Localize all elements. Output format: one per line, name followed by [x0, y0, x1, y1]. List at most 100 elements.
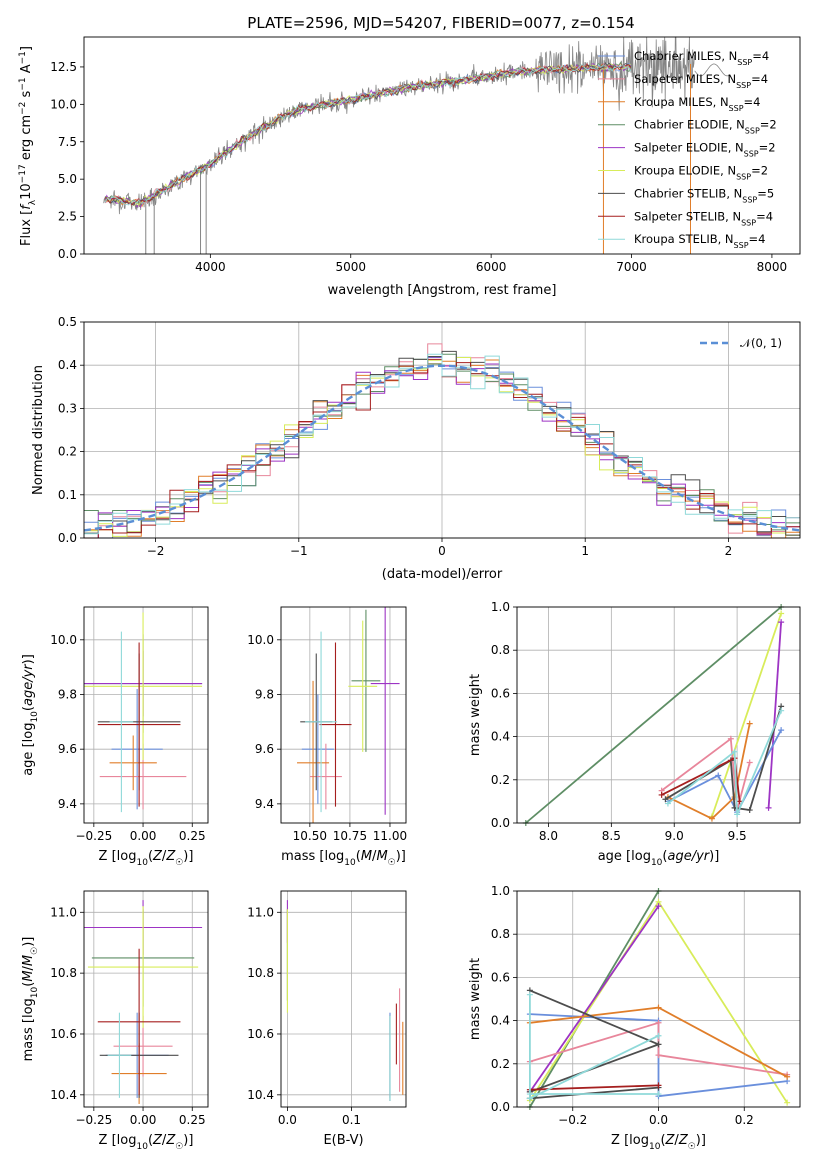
- weight-marker: [715, 772, 722, 779]
- axes-frame: [516, 606, 801, 824]
- x-tick-label: 10.50: [293, 829, 327, 843]
- weight-line-chabrier-elodie: [525, 606, 782, 824]
- y-axis-label: mass [log10(M/M☉)]: [21, 937, 40, 1062]
- weight-marker: [746, 807, 753, 814]
- x-tick-label: −0.25: [75, 829, 112, 843]
- legend-label: Salpeter MILES, NSSP=4: [634, 72, 768, 90]
- x-axis-label: wavelength [Angstrom, rest frame]: [328, 283, 557, 298]
- y-tick-label: 0.8: [491, 927, 510, 941]
- weight-marker: [658, 791, 665, 798]
- weight-marker: [655, 903, 662, 910]
- weight-marker: [655, 1041, 662, 1048]
- weight-marker: [778, 610, 785, 617]
- y-axis-label: mass weight: [468, 958, 483, 1040]
- panel-ebv-mass: 0.0 0.1 10.4 10.6 10.8 11.0 E(B-V): [247, 890, 407, 1148]
- x-tick-label: 0.25: [179, 829, 206, 843]
- panel-spectrum: 4000 5000 6000 7000 8000 0.0 2.5 5.0 7.5 10.0 12.5…: [18, 36, 801, 298]
- plot-area: [103, 36, 730, 254]
- axes-frame: [83, 606, 209, 824]
- x-tick-label: 0.0: [649, 1113, 668, 1127]
- y-tick-label: 0.0: [58, 531, 77, 545]
- weight-marker: [778, 619, 785, 626]
- x-tick-label: 11.00: [373, 829, 407, 843]
- plot-area: [84, 900, 203, 1104]
- panel-residuals: −2 −1 0 1 2 0.0 0.1 0.2 0.3 0.4 0.5 𝒩(0, 1) (data-mo…: [31, 315, 801, 582]
- plot-area: [522, 604, 785, 826]
- y-tick-label: 10.0: [247, 633, 274, 647]
- legend-label: Chabrier ELODIE, NSSP=2: [634, 118, 777, 136]
- y-tick-label: 0.4: [491, 730, 510, 744]
- x-tick-label: 6000: [476, 260, 507, 274]
- y-tick-label: 0.6: [491, 686, 510, 700]
- weight-line-kroupa-miles: [667, 723, 751, 820]
- weight-marker: [778, 727, 785, 734]
- x-tick-label: 1: [581, 544, 589, 558]
- weight-line-salpeter-elodie: [529, 905, 660, 1093]
- panel-mass-age: 10.50 10.75 11.00 9.4 9.6 9.8 10.0 mass [log10(…: [247, 606, 407, 868]
- y-axis-label: Normed distribution: [31, 365, 46, 495]
- x-axis-label: (data-model)/error: [382, 567, 503, 582]
- legend-label: Chabrier MILES, NSSP=4: [634, 49, 769, 67]
- axes-frame: [516, 890, 801, 1108]
- weight-line-kroupa-stelib: [667, 710, 782, 815]
- panel-age-weight: 8.0 8.5 9.0 9.5 0.0 0.2 0.4 0.6 0.8 1.0 age [log10…: [468, 600, 801, 868]
- x-tick-label: 9.5: [728, 829, 747, 843]
- y-tick-label: 0.4: [58, 358, 77, 372]
- x-tick-label: 2: [725, 544, 733, 558]
- legend-label: Kroupa ELODIE, NSSP=2: [634, 164, 768, 182]
- legend-label: Salpeter STELIB, NSSP=4: [634, 209, 773, 227]
- y-tick-label: 9.6: [255, 742, 274, 756]
- weight-marker: [664, 800, 671, 807]
- y-tick-label: 9.8: [58, 687, 77, 701]
- x-tick-label: 5000: [335, 260, 366, 274]
- weight-marker: [526, 1091, 533, 1098]
- y-tick-label: 0.0: [491, 1100, 510, 1114]
- x-axis-label: E(B-V): [323, 1133, 363, 1148]
- weight-marker: [662, 796, 669, 803]
- x-axis-label: age [log10(age/yr)]: [598, 849, 720, 868]
- weight-line-chabrier-miles: [667, 729, 782, 815]
- x-tick-label: −0.2: [558, 1113, 587, 1127]
- x-tick-label: 0.00: [130, 829, 157, 843]
- y-tick-label: 0.0: [491, 816, 510, 830]
- y-tick-label: 9.6: [58, 742, 77, 756]
- axes-frame: [83, 321, 801, 539]
- x-tick-label: −0.25: [75, 1113, 112, 1127]
- weight-marker: [655, 1091, 662, 1098]
- x-tick-label: 0.00: [130, 1113, 157, 1127]
- y-tick-label: 10.4: [247, 1088, 274, 1102]
- x-tick-label: 0.1: [342, 1113, 361, 1127]
- y-tick-label: 2.5: [58, 210, 77, 224]
- weight-line-salpeter-stelib: [529, 1084, 659, 1091]
- y-tick-label: 10.6: [247, 1027, 274, 1041]
- legend: Chabrier MILES, NSSP=4 Salpeter MILES, NS…: [598, 49, 777, 250]
- axes-frame: [280, 606, 407, 824]
- x-tick-label: 10.75: [333, 829, 367, 843]
- model-line-salpeter-stelib: [104, 62, 632, 206]
- x-tick-label: 0.25: [179, 1113, 206, 1127]
- y-tick-label: 10.8: [247, 966, 274, 980]
- weight-marker: [655, 1032, 662, 1039]
- y-tick-label: 0.5: [58, 315, 77, 329]
- plot-area: [83, 343, 801, 539]
- weight-marker: [734, 811, 741, 818]
- weight-marker: [746, 720, 753, 727]
- y-tick-label: 10.6: [50, 1027, 77, 1041]
- y-tick-label: 1.0: [491, 600, 510, 614]
- y-tick-label: 10.4: [50, 1088, 77, 1102]
- y-tick-label: 0.2: [491, 1057, 510, 1071]
- weight-marker: [526, 991, 533, 998]
- plot-area: [297, 607, 400, 823]
- weight-marker: [655, 1052, 662, 1059]
- plot-area: [526, 888, 791, 1110]
- plot-area: [84, 612, 203, 813]
- weight-marker: [731, 748, 738, 755]
- y-tick-label: 10.8: [50, 966, 77, 980]
- x-axis-label: Z [log10(Z/Z☉)]: [611, 1133, 706, 1152]
- y-tick-label: 0.4: [491, 1014, 510, 1028]
- y-tick-label: 0.2: [58, 445, 77, 459]
- weight-marker: [784, 1073, 791, 1080]
- weight-marker: [708, 815, 715, 822]
- y-axis-label: age [log10(age/yr)]: [21, 654, 40, 776]
